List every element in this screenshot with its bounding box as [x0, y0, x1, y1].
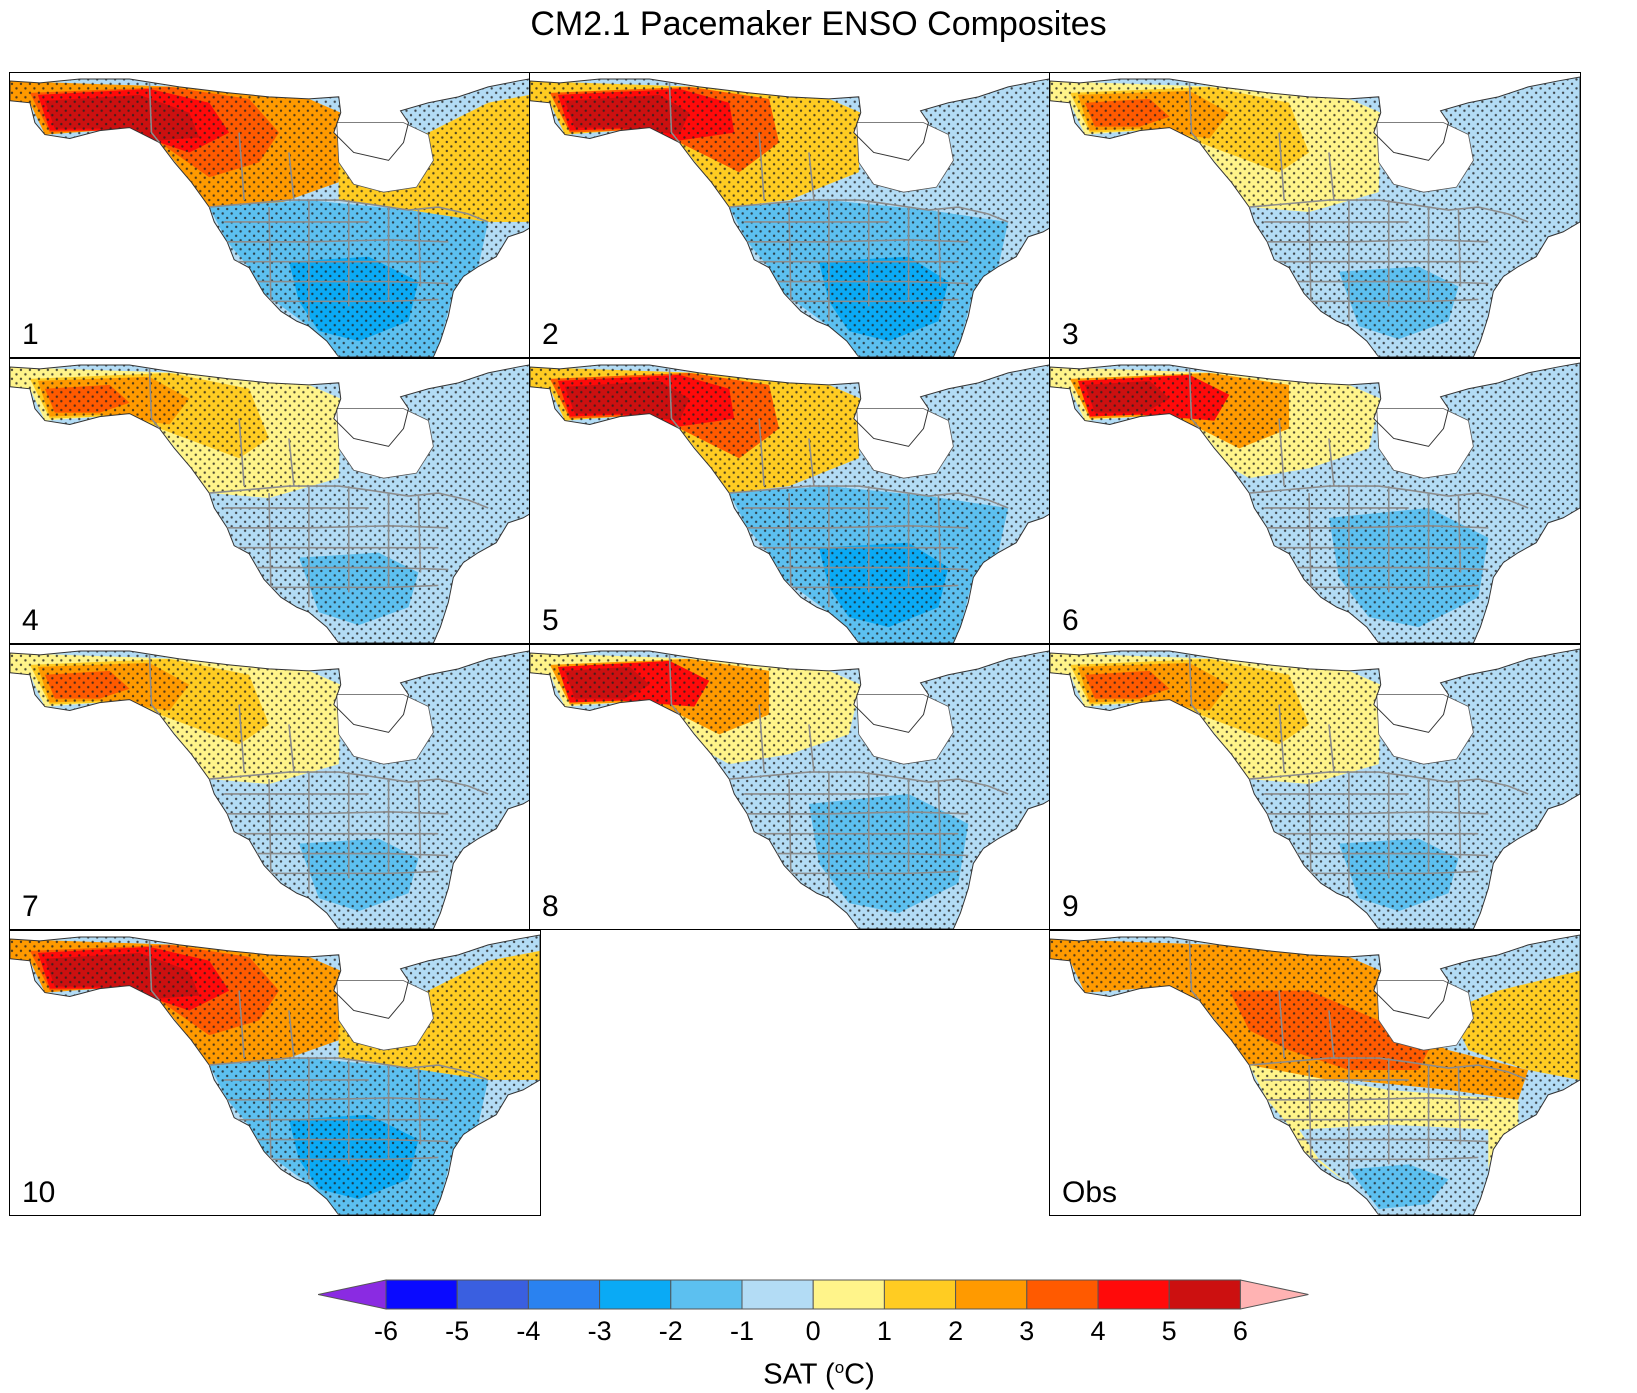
sat-anomaly-map	[1050, 362, 1580, 643]
colorbar-label: SAT (oC)	[318, 1351, 1320, 1392]
sat-anomaly-map	[10, 362, 540, 643]
colorbar-swatch	[1026, 1279, 1099, 1310]
map-panel: 2	[529, 72, 1061, 358]
colorbar-swatch	[670, 1279, 743, 1310]
anomaly-fill	[530, 362, 1060, 643]
colorbar-tick-label: 3	[1019, 1316, 1035, 1346]
sat-anomaly-map	[530, 648, 1060, 929]
colorbar-swatch	[1168, 1279, 1241, 1310]
colorbar-tick-label: -6	[373, 1316, 399, 1346]
map-panel: 1	[9, 72, 541, 358]
panel-label: 5	[542, 604, 559, 637]
panel-label: 9	[1062, 890, 1079, 923]
panel-label: 6	[1062, 604, 1079, 637]
anomaly-fill	[1050, 362, 1580, 643]
colorbar-tick-label: 2	[948, 1316, 964, 1346]
colorbar-tick-label: -5	[445, 1316, 470, 1346]
anomaly-fill	[530, 648, 1060, 929]
colorbar-tick-label: -1	[729, 1316, 755, 1346]
colorbar-swatch	[812, 1279, 885, 1310]
sat-anomaly-map	[10, 934, 540, 1215]
anomaly-fill	[1050, 76, 1580, 357]
colorbar-swatch	[599, 1279, 672, 1310]
sat-anomaly-map	[1050, 648, 1580, 929]
degree-symbol: o	[834, 1358, 845, 1377]
sat-anomaly-map	[10, 648, 540, 929]
anomaly-fill	[10, 648, 540, 929]
colorbar-swatch	[741, 1279, 814, 1310]
map-panel: 8	[529, 644, 1061, 930]
colorbar-tick-label: 5	[1161, 1316, 1177, 1346]
colorbar-strip	[318, 1279, 1309, 1310]
map-panel: 3	[1049, 72, 1581, 358]
colorbar-swatch	[385, 1279, 458, 1310]
map-panel: 10	[9, 930, 541, 1216]
colorbar-tick-label: 0	[805, 1316, 821, 1346]
anomaly-fill	[10, 934, 540, 1215]
colorbar-tick-label: -2	[658, 1316, 683, 1346]
colorbar-swatch	[456, 1279, 529, 1310]
sat-anomaly-map	[1050, 76, 1580, 357]
colorbar-tick-label: -3	[587, 1316, 612, 1346]
colorbar-tick-label: -4	[516, 1316, 541, 1346]
anomaly-fill	[1050, 934, 1580, 1215]
colorbar-swatch	[883, 1279, 957, 1310]
anomaly-fill	[10, 76, 540, 357]
panel-label: 2	[542, 318, 559, 351]
map-panel: 7	[9, 644, 541, 930]
panel-label: 10	[22, 1176, 56, 1209]
panel-label: 1	[22, 318, 39, 351]
colorbar: -6 -5 -4 -3 -2 -1 0 1 2 3 4 5 6 SAT (oC)	[318, 1273, 1320, 1393]
colorbar-under-triangle	[318, 1279, 387, 1310]
map-panel: 5	[529, 358, 1061, 644]
colorbar-tick-label: 1	[876, 1316, 892, 1346]
colorbar-label-prefix: SAT (	[763, 1358, 835, 1391]
colorbar-swatch	[527, 1279, 601, 1310]
map-panel: Obs	[1049, 930, 1581, 1216]
map-panel: 9	[1049, 644, 1581, 930]
figure-title: CM2.1 Pacemaker ENSO Composites	[530, 5, 1107, 43]
anomaly-fill	[10, 362, 540, 643]
panel-label: 8	[542, 890, 559, 923]
colorbar-tick-label: 6	[1232, 1316, 1248, 1346]
colorbar-swatch	[1097, 1279, 1170, 1310]
anomaly-fill	[530, 76, 1060, 357]
sat-anomaly-map	[530, 362, 1060, 643]
sat-anomaly-map	[530, 76, 1060, 357]
panel-label: 7	[22, 890, 39, 923]
colorbar-label-suffix: C)	[844, 1358, 875, 1391]
sat-anomaly-map	[10, 76, 540, 357]
map-panel: 4	[9, 358, 541, 644]
anomaly-fill	[1050, 648, 1580, 929]
panel-label: 3	[1062, 318, 1079, 351]
map-panel: 6	[1049, 358, 1581, 644]
panel-label: Obs	[1062, 1176, 1118, 1209]
colorbar-tick-label: 4	[1090, 1316, 1106, 1346]
colorbar-over-triangle	[1239, 1279, 1309, 1310]
colorbar-swatch	[955, 1279, 1028, 1310]
sat-anomaly-map	[1050, 934, 1580, 1215]
panel-label: 4	[22, 604, 39, 637]
